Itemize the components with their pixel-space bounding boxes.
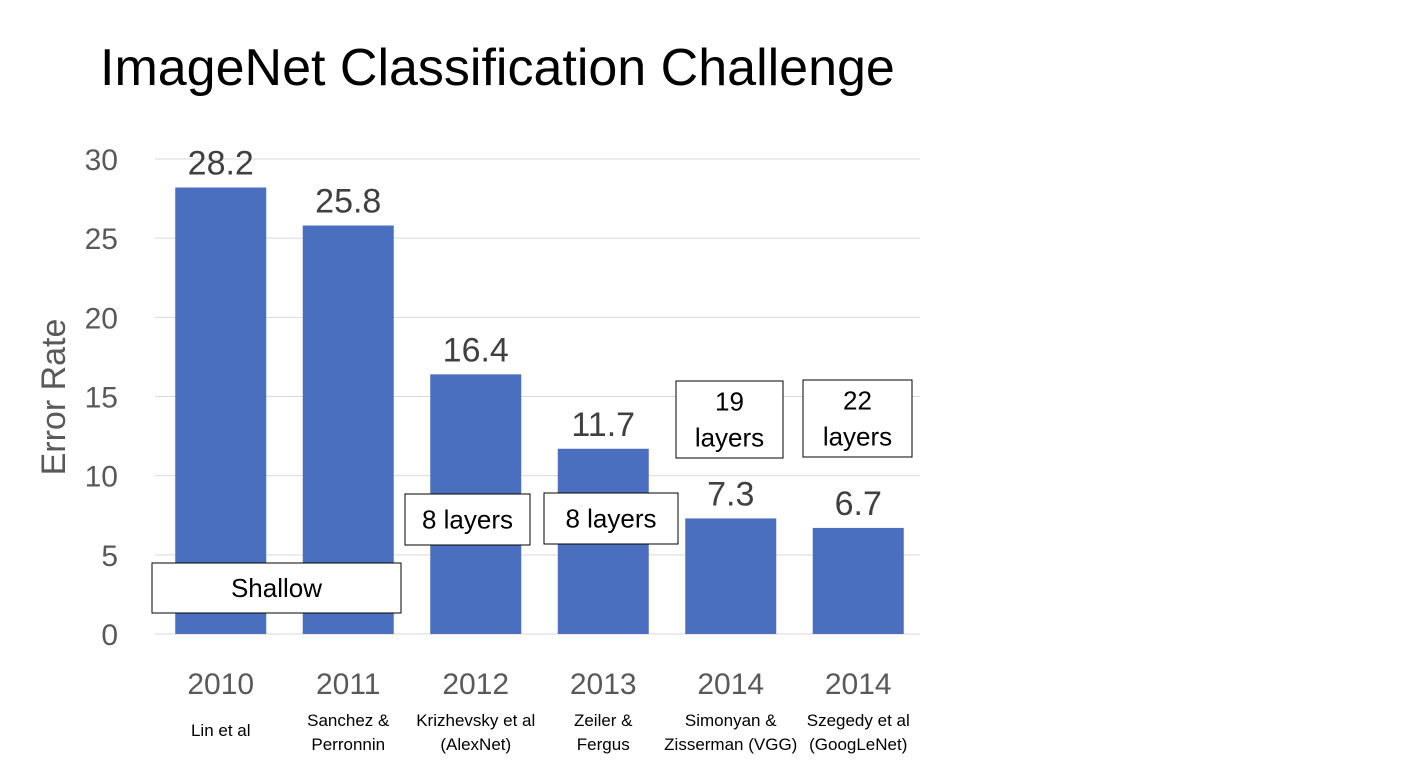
y-axis-label: Error Rate (35, 319, 73, 476)
x-tick-label: 2014 (825, 668, 892, 701)
annotation-text: Shallow (231, 573, 322, 603)
x-tick-label: 2011 (316, 668, 381, 701)
x-sub-label: Lin et al (191, 721, 251, 740)
annotation-text: layers (823, 422, 892, 452)
bar (812, 527, 904, 634)
x-tick-label: 2010 (187, 668, 254, 701)
page-title: ImageNet Classification Challenge (100, 39, 895, 97)
y-tick-label: 25 (85, 223, 118, 256)
x-axis-ticks: 2010 Lin et al 2011 Sanchez & Perronnin 2012 K… (187, 668, 909, 754)
x-sub-label: Fergus (577, 735, 630, 754)
y-axis-ticks: 0 5 10 15 20 25 30 (85, 144, 118, 652)
x-sub-label: Zisserman (VGG) (664, 735, 797, 754)
data-label: 25.8 (315, 183, 381, 221)
annotation-text: 8 layers (565, 504, 656, 534)
x-sub-label: (AlexNet) (440, 735, 511, 754)
x-tick-label: 2014 (697, 668, 764, 701)
bar (175, 187, 267, 634)
x-sub-label: Krizhevsky et al (416, 711, 535, 730)
data-label: 28.2 (188, 145, 254, 183)
annotation-box (404, 493, 531, 546)
y-tick-label: 30 (85, 144, 118, 177)
y-tick-label: 0 (101, 619, 118, 652)
data-label: 16.4 (443, 331, 509, 369)
y-tick-label: 5 (101, 540, 118, 573)
annotation-box (543, 492, 679, 545)
x-sub-label: Zeiler & (574, 711, 633, 730)
data-labels: 28.2 25.8 16.4 11.7 7.3 6.7 (188, 145, 882, 523)
y-tick-label: 15 (85, 382, 118, 415)
annotation-text: 19 (715, 387, 744, 417)
x-tick-label: 2012 (442, 668, 509, 701)
x-sub-label: Simonyan & (685, 711, 777, 730)
x-tick-label: 2013 (570, 668, 637, 701)
x-sub-label: (GoogLeNet) (809, 735, 907, 754)
grid-lines (155, 158, 920, 635)
y-tick-label: 20 (85, 302, 118, 335)
data-label: 7.3 (707, 475, 754, 513)
annotation-text: 8 layers (422, 505, 513, 535)
annotation-box (802, 379, 913, 458)
annotations: Shallow 8 layers 8 layers 19 layers 22 layers (151, 379, 913, 614)
annotation-box (675, 380, 784, 459)
y-tick-label: 10 (85, 461, 118, 494)
bar (685, 518, 777, 634)
x-sub-label: Szegedy et al (807, 711, 910, 730)
data-label: 6.7 (835, 485, 882, 523)
annotation-text: layers (695, 423, 764, 453)
annotation-box (151, 562, 402, 614)
x-sub-label: Perronnin (311, 735, 385, 754)
x-sub-label: Sanchez & (307, 711, 390, 730)
annotation-text: 22 (843, 386, 872, 416)
data-label: 11.7 (571, 406, 635, 444)
